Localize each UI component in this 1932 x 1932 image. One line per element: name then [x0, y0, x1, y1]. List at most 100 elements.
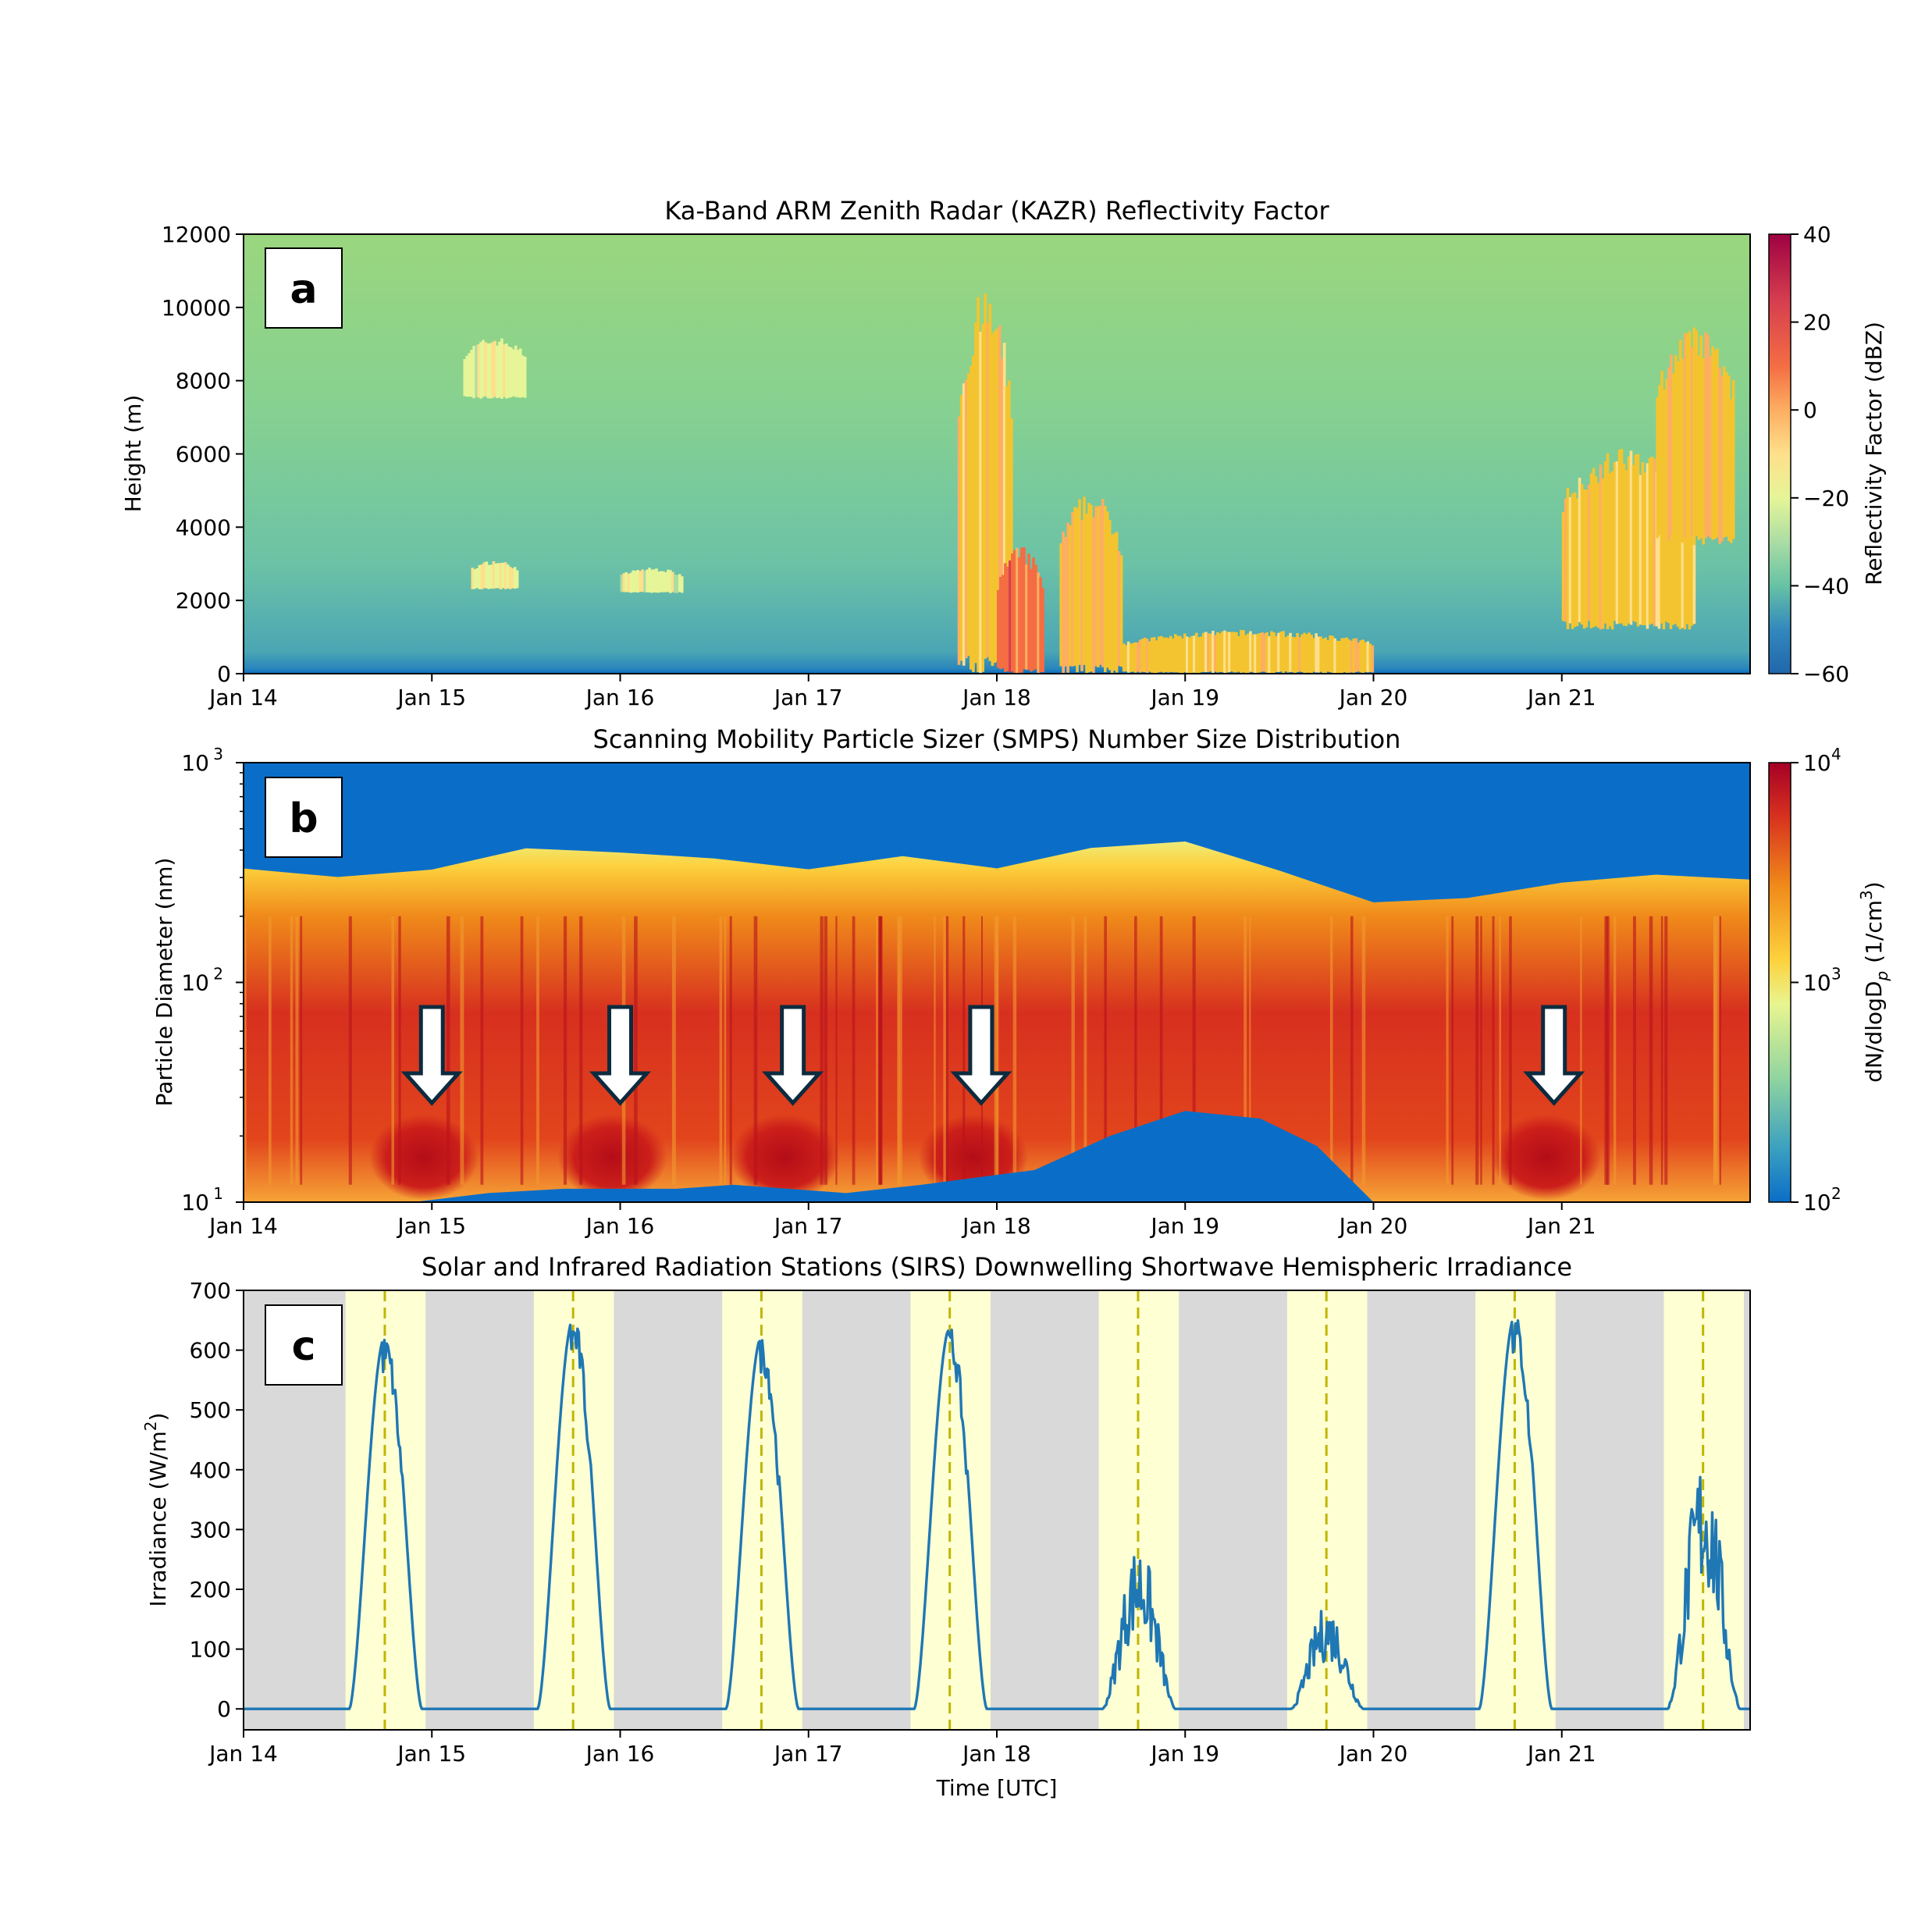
- panel-a-echo-column: [1293, 637, 1297, 674]
- panel-a-echo-column: [1140, 639, 1144, 672]
- panel-b-streak: [1361, 916, 1366, 1185]
- panel-a-echo-column: [1000, 358, 1004, 665]
- panel-a-echo-column: [1350, 640, 1354, 673]
- panel-a-echo-column: [660, 571, 663, 592]
- panel-a-xtick-label: Jan 21: [1526, 685, 1596, 710]
- panel-a-echo-column: [1169, 635, 1172, 672]
- panel-b-xtick-label: Jan 16: [585, 1213, 655, 1239]
- panel-b-streak: [1083, 916, 1087, 1185]
- panel-b-xtick-label: Jan 17: [773, 1213, 843, 1239]
- panel-a-echo-column: [1233, 632, 1236, 673]
- panel-a-echo-column: [1025, 564, 1028, 670]
- panel-a-echo-column: [1237, 636, 1240, 672]
- panel-a-xtick-label: Jan 20: [1338, 685, 1408, 710]
- panel-a-echo-column: [1613, 462, 1617, 621]
- panel-a-echo-column: [648, 568, 651, 592]
- panel-b-streak: [724, 916, 727, 1185]
- panel-a-echo-column: [479, 342, 482, 399]
- panel-a-echo-column: [1561, 511, 1565, 621]
- panel-b-cbar-label-main: dN/dlogD: [1861, 981, 1887, 1083]
- panel-b-streak: [1192, 916, 1196, 1185]
- panel-a-echo-column: [1674, 355, 1678, 545]
- panel-b-streak: [943, 916, 947, 1185]
- panel-c-ytick-label: 300: [190, 1517, 231, 1542]
- panel-a-echo-column: [1343, 638, 1347, 672]
- panel-b-cbar-tick-label: 10: [1803, 750, 1831, 776]
- panel-a-y-axis: 0 2000 4000 6000 8000 10000 12000: [162, 222, 244, 687]
- panel-a-echo-column: [1247, 633, 1250, 674]
- panel-a-cbar-tick-label: −60: [1803, 661, 1849, 687]
- panel-a-echo-column: [1641, 461, 1645, 625]
- panel-b-streak: [1660, 916, 1663, 1185]
- panel-b-streak: [753, 916, 758, 1185]
- panel-a-cbar-tick-label: −20: [1803, 486, 1849, 511]
- panel-a-echo-column: [991, 333, 994, 666]
- panel-a-echo-column: [1115, 532, 1119, 673]
- panel-a-echo-column: [1366, 641, 1370, 673]
- panel-c-xtick-label: Jan 17: [773, 1741, 843, 1767]
- panel-b-streak: [898, 916, 902, 1185]
- panel-a-echo-column: [977, 297, 980, 673]
- panel-a-echo-column: [1197, 637, 1201, 674]
- panel-a-echo-column: [1117, 550, 1121, 667]
- panel-a-echo-column: [503, 562, 507, 589]
- panel-b-streak: [1104, 916, 1107, 1185]
- panel-a-echo-column: [1034, 564, 1037, 670]
- panel-b-streak: [290, 916, 294, 1185]
- panel-b-event-arrow-icon: [1523, 1005, 1585, 1106]
- panel-c-day-band: [910, 1290, 991, 1730]
- panel-a-echo-column: [1336, 640, 1340, 674]
- panel-a-echo-column: [1291, 636, 1294, 673]
- panel-a-cbar-tick-label: 40: [1803, 222, 1831, 247]
- panel-a-echo-column: [1085, 513, 1088, 674]
- panel-a-echo-column: [1653, 458, 1656, 627]
- panel-a-echo-column: [1010, 418, 1013, 670]
- panel-a-echo-column: [1678, 498, 1682, 630]
- panel-a-echo-column: [1041, 588, 1044, 673]
- panel-a-echo-column: [1279, 632, 1283, 672]
- panel-a-echo-column: [986, 322, 990, 657]
- panel-c-y-axis: 0 100 200 300 400 500 600 700: [190, 1278, 244, 1722]
- panel-a-echo-column: [1011, 553, 1014, 672]
- panel-b-streak: [1480, 916, 1482, 1185]
- panel-a-echo-column: [1133, 642, 1137, 673]
- panel-b-colorbar-label: dN/dlogDp (1/cm3): [1857, 881, 1891, 1082]
- panel-b-streak: [536, 916, 539, 1185]
- panel-a-echo-column: [1627, 456, 1631, 624]
- panel-b-ylabel: Particle Diameter (nm): [151, 858, 177, 1107]
- panel-a-echo-column: [1676, 479, 1680, 627]
- panel-a-echo-column: [627, 574, 631, 592]
- panel-a-echo-column: [512, 349, 515, 397]
- panel-a-echo-column: [1080, 520, 1083, 671]
- panel-a-echo-column: [470, 350, 473, 397]
- panel-a-echo-column: [1322, 639, 1325, 674]
- panel-a-echo-column: [482, 562, 486, 589]
- panel-c-xtick-label: Jan 21: [1526, 1741, 1596, 1767]
- panel-a-echo-column: [1706, 335, 1710, 536]
- panel-c-xtick-label: Jan 15: [396, 1741, 466, 1767]
- panel-a-cloud-features: [463, 293, 1735, 674]
- panel-a-echo-column: [1066, 522, 1069, 673]
- panel-a-echo-column: [1727, 375, 1731, 542]
- panel-b-streak: [934, 916, 936, 1185]
- panel-a-echo-column: [487, 564, 491, 589]
- panel-a-echo-column: [1244, 635, 1247, 674]
- panel-a-echo-column: [1683, 333, 1687, 538]
- panel-a-echo-column: [1692, 507, 1696, 624]
- panel-c-title: Solar and Infrared Radiation Stations (S…: [422, 1252, 1572, 1282]
- panel-a-echo-column: [1578, 478, 1582, 623]
- panel-b-streak: [295, 916, 299, 1185]
- panel-a-echo-column: [1690, 491, 1694, 626]
- panel-a-echo-column: [1634, 454, 1638, 622]
- panel-a-echo-column: [471, 568, 475, 589]
- panel-a-echo-column: [964, 379, 968, 659]
- panel-b-ytick-exponent: 3: [213, 745, 223, 763]
- panel-a-echo-column: [501, 562, 505, 589]
- panel-a-xtick-label: Jan 19: [1149, 685, 1219, 710]
- panel-b-streak: [391, 916, 395, 1185]
- panel-a-echo-column: [1638, 475, 1642, 625]
- panel-a-echo-column: [1268, 636, 1271, 674]
- panel-a-echo-column: [1315, 633, 1318, 673]
- panel-a-echo-column: [1667, 367, 1670, 541]
